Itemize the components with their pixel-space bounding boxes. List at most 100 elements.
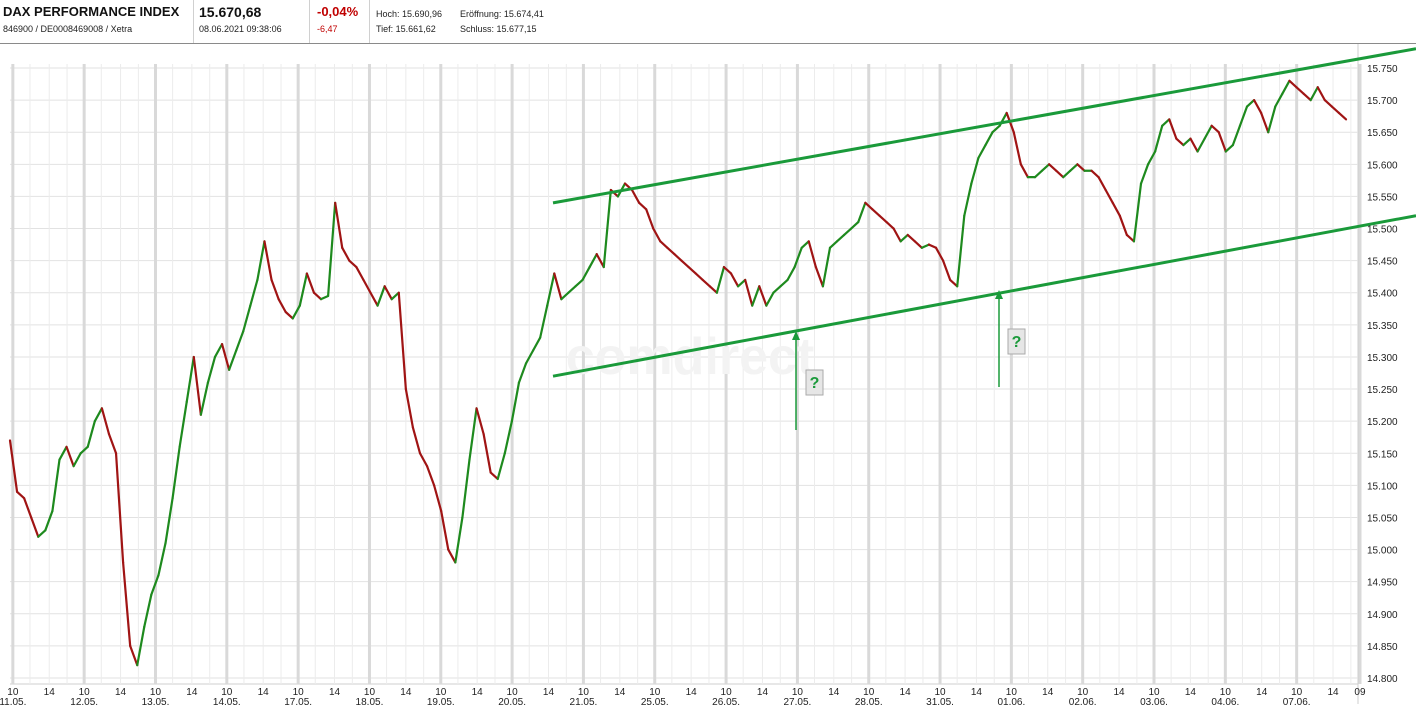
prev-close: Schluss: 15.677,15 — [460, 24, 537, 34]
x-hour-label: 14 — [329, 687, 341, 698]
x-hour-label: 14 — [472, 687, 484, 698]
series-segment — [348, 259, 358, 269]
series-segment — [114, 452, 125, 564]
series-segment — [220, 343, 231, 371]
series-segment — [199, 381, 210, 416]
x-hour-label: 14 — [115, 687, 127, 698]
series-segment — [482, 432, 492, 474]
upper-trendline — [552, 47, 1416, 205]
watermark: comdirect — [566, 328, 815, 386]
change-absolute: -6,47 — [317, 24, 338, 34]
series-segment — [23, 497, 33, 519]
x-hour-label: 14 — [1042, 687, 1054, 698]
x-day-label: 01.06. — [997, 697, 1025, 705]
x-hour-label: 10 — [578, 687, 590, 698]
series-segment — [567, 285, 577, 294]
series-segment — [100, 407, 111, 436]
series-segment — [447, 548, 457, 564]
series-segment — [843, 227, 853, 237]
series-segment — [807, 240, 817, 269]
series-segment — [1175, 137, 1185, 147]
series-segment — [772, 285, 782, 294]
series-segment — [1210, 124, 1220, 134]
arrow-head-icon — [995, 290, 1003, 299]
series-segment — [404, 387, 415, 429]
series-segment — [1111, 201, 1121, 217]
series-segment — [828, 240, 839, 249]
series-segment — [546, 272, 556, 307]
instrument-ident: 846900 / DE0008469008 / Xetra — [3, 24, 133, 34]
y-tick-label: 15.050 — [1367, 513, 1398, 524]
series-segment — [913, 240, 923, 249]
y-axis: 15.750 15.700 15.650 15.600 15.550 15.500 15.4… — [1367, 64, 1398, 685]
series-segment — [1076, 163, 1086, 172]
last-price: 15.670,68 — [199, 4, 262, 20]
series-segment — [1168, 118, 1178, 140]
series-segment — [164, 497, 174, 545]
series-segment — [892, 227, 902, 243]
series-segment — [72, 452, 82, 468]
x-hour-label: 10 — [364, 687, 376, 698]
series-segment — [744, 278, 754, 307]
series-segment — [949, 278, 959, 288]
x-hour-label: 14 — [900, 687, 912, 698]
x-hour-label: 09 — [1354, 687, 1366, 698]
series-segment — [440, 509, 450, 551]
series-segment — [1154, 124, 1164, 153]
series-segment — [319, 294, 330, 301]
series-segment — [680, 259, 690, 269]
series-segment — [107, 432, 118, 455]
series-segment — [475, 407, 485, 436]
series-segment — [1033, 169, 1044, 179]
series-segment — [1217, 131, 1227, 153]
series-segment — [1309, 86, 1319, 102]
series-segment — [1196, 137, 1206, 153]
series-segment — [362, 278, 372, 294]
series-segment — [991, 124, 1001, 134]
x-hour-label: 14 — [828, 687, 840, 698]
series-segment — [920, 243, 931, 249]
price-cell: 15.670,68 08.06.2021 09:38:06 — [194, 0, 310, 43]
series-segment — [574, 278, 584, 288]
x-hour-label: 14 — [44, 687, 56, 698]
series-segment — [376, 285, 386, 307]
series-segment — [489, 471, 499, 481]
series-segment — [878, 214, 888, 224]
series-segment — [652, 227, 662, 243]
y-tick-label: 15.300 — [1367, 353, 1398, 364]
series-segment — [1281, 79, 1291, 95]
series-segment — [291, 304, 301, 320]
series-segment — [305, 272, 316, 294]
series-segment — [1161, 118, 1171, 127]
series-segment — [701, 278, 711, 288]
x-hour-label: 10 — [79, 687, 91, 698]
x-hour-label: 14 — [1327, 687, 1339, 698]
series-segment — [1274, 92, 1284, 108]
series-segment — [1238, 105, 1249, 127]
x-hour-label: 10 — [934, 687, 946, 698]
x-hour-label: 10 — [293, 687, 305, 698]
y-tick-label: 15.350 — [1367, 321, 1398, 332]
x-hour-label: 14 — [186, 687, 198, 698]
series-segment — [906, 233, 916, 243]
x-day-label: 04.06. — [1211, 697, 1239, 705]
x-day-label: 27.05. — [783, 697, 811, 705]
series-segment — [185, 355, 195, 403]
series-segment — [659, 240, 669, 249]
range-cell: Hoch: 15.690,96 Eröffnung: 15.674,41 Tie… — [370, 0, 570, 43]
series-segment — [673, 253, 683, 262]
series-segment — [150, 574, 160, 596]
series-segment — [687, 265, 697, 275]
series-segment — [44, 509, 54, 532]
series-segment — [857, 201, 867, 224]
series-segment — [800, 240, 810, 249]
series-segment — [934, 246, 945, 262]
series-segment — [850, 221, 860, 230]
series-segment — [1337, 111, 1348, 121]
x-day-label: 14.05. — [213, 697, 241, 705]
y-tick-label: 15.150 — [1367, 449, 1398, 460]
series-segment — [765, 291, 775, 307]
series-segment — [1203, 124, 1213, 140]
series-segment — [1019, 163, 1030, 179]
series-segment — [122, 561, 132, 647]
